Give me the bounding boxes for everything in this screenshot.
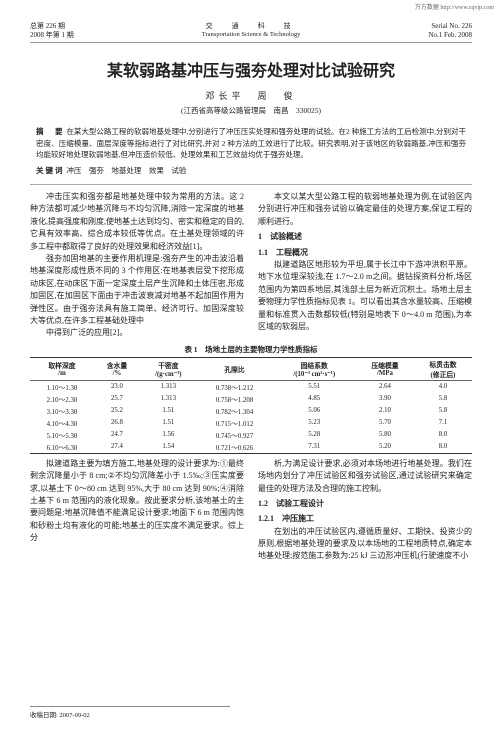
header-left: 总第 226 期 2008 年第 1 期 xyxy=(30,22,74,40)
section-heading: 1.2 试验工程设计 xyxy=(258,498,472,510)
table-cell: 1.51 xyxy=(140,405,197,417)
table-cell: 1.10～1.30 xyxy=(30,380,94,393)
page-header: 总第 226 期 2008 年第 1 期 交 通 科 技 Transportat… xyxy=(30,22,472,43)
table-header-cell: 标贯击数(修正后) xyxy=(414,357,472,380)
data-table: 取样深度/m含水量/%干密度/(g·cm⁻³)孔隙比固结系数/(10⁻³ cm²… xyxy=(30,357,472,454)
section-heading: 1 试验概述 xyxy=(258,231,472,243)
table-cell: 4.10～4.30 xyxy=(30,417,94,429)
table-cell: 2.10 xyxy=(356,405,414,417)
para: 拟建道路区地形较为平坦,属于长江中下游冲洪积平原。地下水位埋深较浅,在 1.7～… xyxy=(258,259,472,333)
table-cell: 5.8 xyxy=(414,393,472,405)
keywords: 关键词 冲压 强夯 地基处理 效果 试验 xyxy=(36,165,466,176)
table-header-cell: 压缩模量/MPa xyxy=(356,357,414,380)
table-cell: 0.782～1.304 xyxy=(197,405,273,417)
table-head: 取样深度/m含水量/%干密度/(g·cm⁻³)孔隙比固结系数/(10⁻³ cm²… xyxy=(30,357,472,380)
issue-date: No.1 Feb. 2008 xyxy=(428,31,472,40)
abstract-text: 在某大型公路工程的软弱地基处理中,分别进行了冲压压实处理和强夯处理的试验。在2 … xyxy=(36,127,466,159)
table-header-cell: 取样深度/m xyxy=(30,357,94,380)
received-date: 收稿日期: 2007-09-02 xyxy=(30,706,230,719)
table-cell: 8.0 xyxy=(414,429,472,441)
table-cell: 5.23 xyxy=(272,417,356,429)
body-top: 冲击压实和强夯都是地基处理中较为常用的方法。这 2 种方法都可减少地基沉降与不均… xyxy=(30,191,472,340)
table-cell: 6.10～6.30 xyxy=(30,441,94,454)
kw-label: 关键词 xyxy=(36,166,65,175)
table-cell: 2.10～2.30 xyxy=(30,393,94,405)
table-cell: 4.85 xyxy=(272,393,356,405)
table-cell: 1.54 xyxy=(140,441,197,454)
table-cell: 25.2 xyxy=(94,405,140,417)
section-heading: 1.2.1 冲压施工 xyxy=(258,513,472,525)
table-cell: 24.7 xyxy=(94,429,140,441)
para: 中得到广泛的应用[2]。 xyxy=(30,327,244,339)
issue-year: 2008 年第 1 期 xyxy=(30,31,74,40)
para: 冲击压实和强夯都是地基处理中较为常用的方法。这 2 种方法都可减少地基沉降与不均… xyxy=(30,191,244,253)
table-cell: 0.738～1.212 xyxy=(197,380,273,393)
table-cell: 7.1 xyxy=(414,417,472,429)
table-cell: 4.0 xyxy=(414,380,472,393)
table-cell: 7.31 xyxy=(272,441,356,454)
page: 万方数据 http://www.cqvip.com 总第 226 期 2008 … xyxy=(0,0,502,733)
table-cell: 5.51 xyxy=(272,380,356,393)
table-cell: 23.0 xyxy=(94,380,140,393)
table-cell: 5.70 xyxy=(356,417,414,429)
table-cell: 1.56 xyxy=(140,429,197,441)
corner-tag: 万方数据 http://www.cqvip.com xyxy=(415,2,494,11)
para: 本文以某大型公路工程的软弱地基处理为例,在试验区内分别进行冲压和强夯试验以确定最… xyxy=(258,191,472,228)
table-cell: 3.90 xyxy=(356,393,414,405)
table-cell: 26.8 xyxy=(94,417,140,429)
abstract-label: 摘 要 xyxy=(36,127,65,136)
table-cell: 5.28 xyxy=(272,429,356,441)
table-row: 6.10～6.3027.41.540.721～0.6267.315.208.0 xyxy=(30,441,472,454)
table-cell: 1.51 xyxy=(140,417,197,429)
table-cell: 25.7 xyxy=(94,393,140,405)
table-caption: 表 1 场地土层的主要物理力学性质指标 xyxy=(30,344,472,355)
authors: 邓长平 周 俊 xyxy=(30,89,472,102)
table-row: 3.10～3.3025.21.510.782～1.3045.062.105.8 xyxy=(30,405,472,417)
section-heading: 1.1 工程概况 xyxy=(258,247,472,259)
table-body: 1.10～1.3023.01.3130.738～1.2125.512.644.0… xyxy=(30,380,472,453)
affiliation: (江西省高等级公路管理局 南昌 330025) xyxy=(30,105,472,116)
para: 强夯加固地基的主要作用机理是:强夯产生的冲击波沿着地基深度形成性质不同的 3 个… xyxy=(30,253,244,327)
para: 在划出的冲压试验区内,遵循质量好、工期快、投资少的原则,根据地基处理的要求及以本… xyxy=(258,526,472,563)
table-header-cell: 孔隙比 xyxy=(197,357,273,380)
table-cell: 8.0 xyxy=(414,441,472,454)
table-cell: 5.06 xyxy=(272,405,356,417)
table-header-cell: 含水量/% xyxy=(94,357,140,380)
body-bottom: 拟建道路主要为填方施工,地基处理的设计要求为:①最终剩余沉降量小于 8 cm;②… xyxy=(30,458,472,563)
table-row: 4.10～4.3026.81.510.715～1.0125.235.707.1 xyxy=(30,417,472,429)
header-center: 交 通 科 技 Transportation Science & Technol… xyxy=(202,22,301,40)
journal-en: Transportation Science & Technology xyxy=(202,31,301,39)
table-cell: 2.64 xyxy=(356,380,414,393)
table-cell: 0.758～1.208 xyxy=(197,393,273,405)
table-cell: 0.745～0.927 xyxy=(197,429,273,441)
table-cell: 3.10～3.30 xyxy=(30,405,94,417)
table-header-cell: 干密度/(g·cm⁻³) xyxy=(140,357,197,380)
table-cell: 1.313 xyxy=(140,393,197,405)
serial-no: Serial No. 226 xyxy=(428,22,472,31)
table-header-cell: 固结系数/(10⁻³ cm²·s⁻¹) xyxy=(272,357,356,380)
table-row: 1.10～1.3023.01.3130.738～1.2125.512.644.0 xyxy=(30,380,472,393)
journal-cn: 交 通 科 技 xyxy=(202,22,301,31)
header-right: Serial No. 226 No.1 Feb. 2008 xyxy=(428,22,472,40)
kw-text: 冲压 强夯 地基处理 效果 试验 xyxy=(66,166,186,175)
abstract: 摘 要 在某大型公路工程的软弱地基处理中,分别进行了冲压压实处理和强夯处理的试验… xyxy=(36,126,466,161)
table-cell: 5.20 xyxy=(356,441,414,454)
divider xyxy=(30,184,472,185)
table-cell: 0.721～0.626 xyxy=(197,441,273,454)
para: 拟建道路主要为填方施工,地基处理的设计要求为:①最终剩余沉降量小于 8 cm;②… xyxy=(30,458,244,545)
article-title: 某软弱路基冲压与强夯处理对比试验研究 xyxy=(30,57,472,81)
issue-total: 总第 226 期 xyxy=(30,22,74,31)
table-cell: 5.10～5.30 xyxy=(30,429,94,441)
table-row: 2.10～2.3025.71.3130.758～1.2084.853.905.8 xyxy=(30,393,472,405)
table-row: 5.10～5.3024.71.560.745～0.9275.285.808.0 xyxy=(30,429,472,441)
table-cell: 5.8 xyxy=(414,405,472,417)
table-cell: 27.4 xyxy=(94,441,140,454)
table-cell: 5.80 xyxy=(356,429,414,441)
para: 析,为满足设计要求,必须对本场地进行地基处理。我们在场地内划分了冲压试验区和强夯… xyxy=(258,458,472,495)
table-cell: 0.715～1.012 xyxy=(197,417,273,429)
table-cell: 1.313 xyxy=(140,380,197,393)
